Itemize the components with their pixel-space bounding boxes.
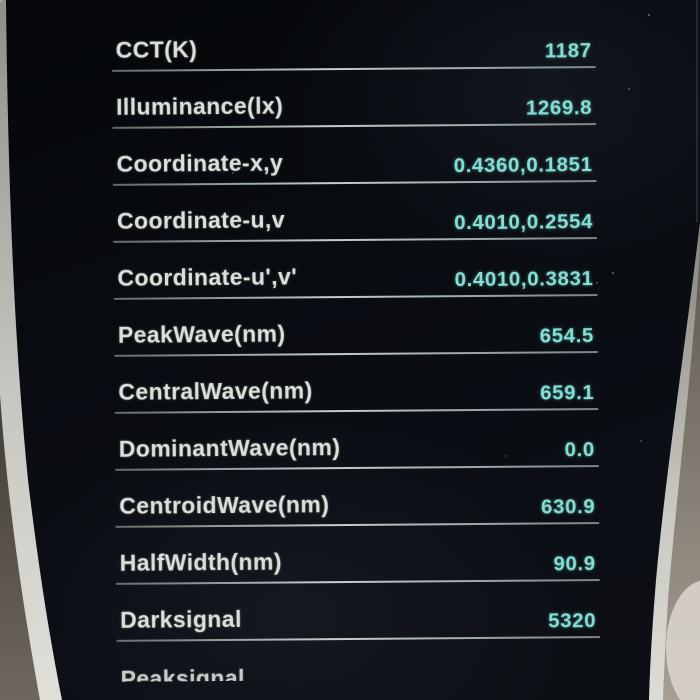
measurement-row: Peaksignal — [120, 638, 596, 682]
measurement-value: 630.9 — [540, 495, 596, 519]
measurement-value: 0.4010,0.3831 — [454, 267, 594, 292]
measurement-value: 0.4010,0.2554 — [454, 210, 594, 235]
measurement-label: CentroidWave(nm) — [119, 491, 330, 519]
measurement-label: DominantWave(nm) — [118, 434, 341, 462]
measurement-row: Coordinate-u',v' 0.4010,0.3831 — [113, 239, 598, 300]
measurement-row: CCT(K) 1187 — [111, 11, 596, 72]
measurement-label: HalfWidth(nm) — [119, 548, 282, 576]
measurement-row: HalfWidth(nm) 90.9 — [115, 524, 600, 585]
measurement-label: Darksignal — [120, 605, 242, 633]
measurement-label: CCT(K) — [115, 36, 198, 63]
measurement-row: Illuminance(lx) 1269.8 — [112, 68, 597, 129]
measurement-row: Coordinate-u,v 0.4010,0.2554 — [113, 182, 598, 243]
measurement-value: 90.9 — [553, 552, 596, 576]
measurement-row: PeakWave(nm) 654.5 — [114, 296, 599, 357]
measurement-value: 1187 — [544, 39, 592, 63]
measurement-value: 659.1 — [539, 381, 595, 405]
measurement-row: Coordinate-x,y 0.4360,0.1851 — [112, 125, 597, 186]
measurement-label: Peaksignal — [120, 664, 245, 682]
measurement-label: CentralWave(nm) — [118, 377, 313, 405]
measurement-label: Coordinate-u,v — [116, 206, 285, 234]
measurement-row: CentralWave(nm) 659.1 — [114, 353, 599, 414]
measurement-label: Coordinate-x,y — [116, 149, 284, 177]
measurement-value: 1269.8 — [525, 96, 593, 120]
measurement-row: CentroidWave(nm) 630.9 — [115, 467, 600, 528]
measurement-value: 5320 — [548, 609, 597, 633]
measurement-list: CCT(K) 1187 Illuminance(lx) 1269.8 Coord… — [0, 10, 700, 682]
dust-specks — [0, 0, 2, 2]
measurement-value: 0.0 — [564, 438, 595, 462]
measurement-value: 0.4360,0.1851 — [453, 153, 593, 178]
measurement-label: Illuminance(lx) — [116, 92, 284, 120]
measurement-label: PeakWave(nm) — [117, 320, 286, 348]
measurement-value: 654.5 — [539, 324, 595, 348]
measurement-row: Darksignal 5320 — [116, 581, 601, 642]
measurement-label: Coordinate-u',v' — [117, 263, 298, 291]
measurement-row: DominantWave(nm) 0.0 — [114, 410, 599, 471]
